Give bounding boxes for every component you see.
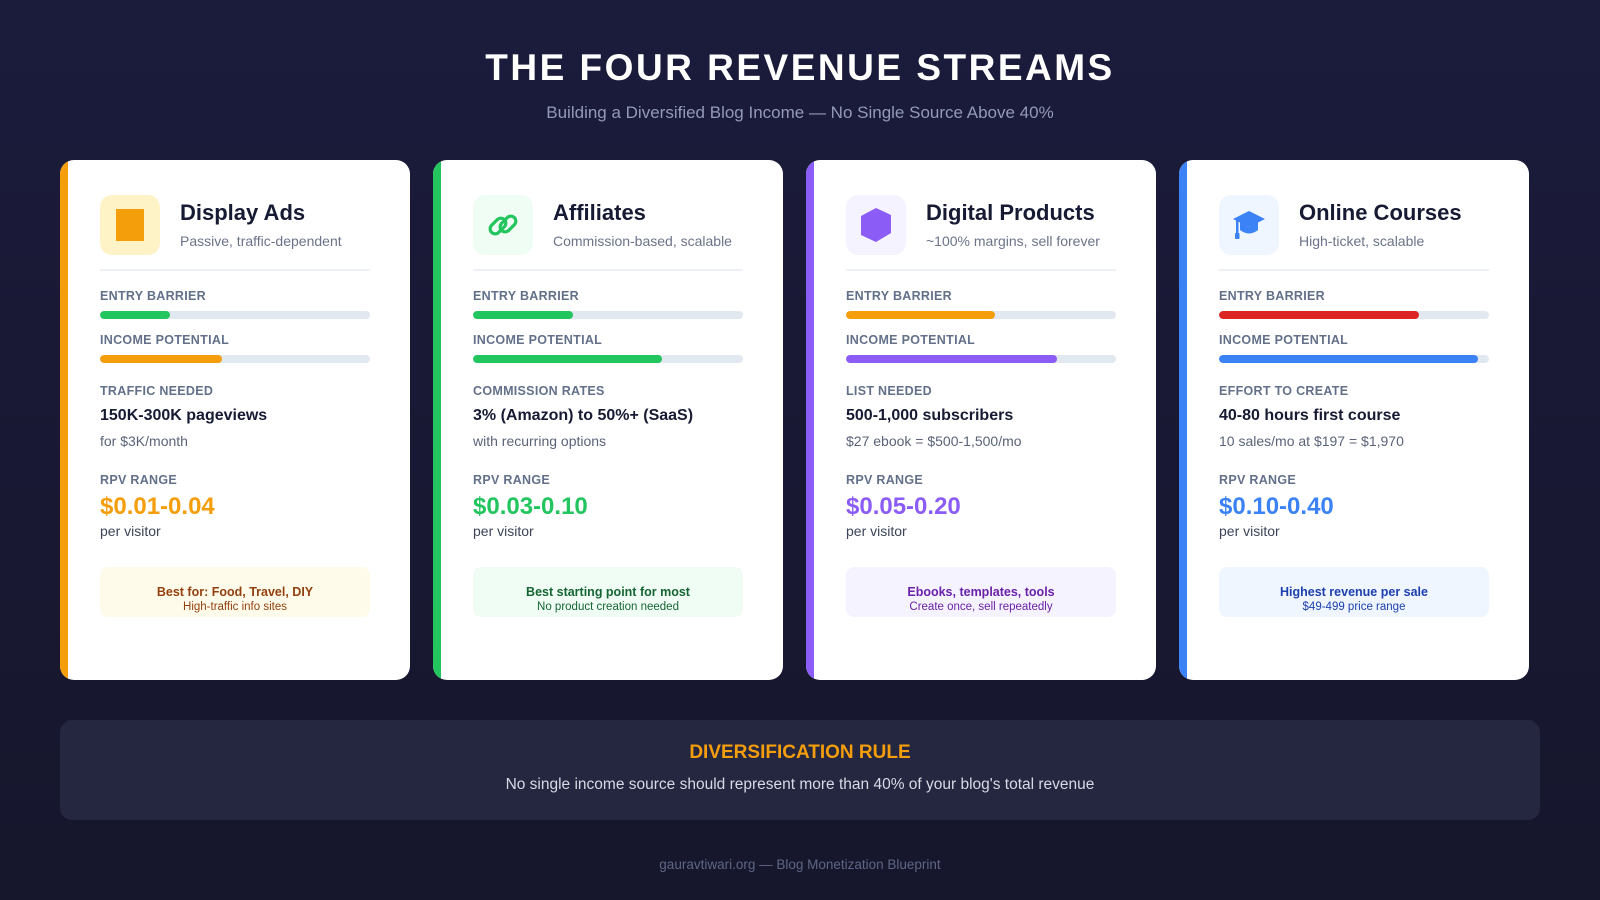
card-subtitle: Passive, traffic-dependent [180, 233, 342, 249]
income-potential-bar [473, 355, 743, 363]
card-subtitle: ~100% margins, sell forever [926, 233, 1100, 249]
entry-barrier-label: ENTRY BARRIER [846, 289, 952, 303]
callout-main: Best for: Food, Travel, DIY [156, 585, 314, 599]
section-value: 3% (Amazon) to 50%+ (SaaS) [473, 407, 694, 424]
divider [100, 269, 370, 271]
diversification-rule-panel: DIVERSIFICATION RULE No single income so… [60, 720, 1540, 820]
entry-barrier-bar [100, 311, 370, 319]
icon-container [1219, 195, 1279, 255]
card-title: Digital Products [926, 200, 1095, 225]
income-potential-bar [100, 355, 370, 363]
card-digital-products: Digital Products ~100% margins, sell for… [806, 160, 1156, 680]
rpv-label: RPV RANGE [100, 473, 178, 487]
footer-credit: gauravtiwari.org — Blog Monetization Blu… [659, 857, 941, 872]
page-title: THE FOUR REVENUE STREAMS [485, 47, 1115, 88]
income-potential-label: INCOME POTENTIAL [1219, 333, 1349, 347]
card-accent-bar [433, 160, 441, 680]
rule-text: No single income source should represent… [505, 776, 1095, 793]
entry-barrier-bar [846, 311, 1116, 319]
section-value: 150K-300K pageviews [100, 407, 268, 424]
income-potential-label: INCOME POTENTIAL [846, 333, 976, 347]
card-title: Affiliates [553, 200, 646, 225]
rpv-label: RPV RANGE [846, 473, 924, 487]
rpv-unit: per visitor [1219, 523, 1280, 539]
income-potential-bar [846, 355, 1116, 363]
divider [473, 269, 743, 271]
icon-container [100, 195, 160, 255]
callout-sub: Create once, sell repeatedly [909, 601, 1053, 613]
card-subtitle: High-ticket, scalable [1299, 233, 1425, 249]
card-accent-bar [806, 160, 814, 680]
card-display-ads: Display Ads Passive, traffic-dependent E… [60, 160, 410, 680]
card-title: Online Courses [1299, 200, 1462, 225]
rpv-label: RPV RANGE [1219, 473, 1297, 487]
callout-box: Best starting point for most No product … [473, 567, 743, 617]
income-potential-bar [1219, 355, 1489, 363]
card-subtitle: Commission-based, scalable [553, 233, 732, 249]
card-affiliates: Affiliates Commission-based, scalable EN… [433, 160, 783, 680]
rpv-label: RPV RANGE [473, 473, 551, 487]
rpv-value: $0.05-0.20 [846, 493, 961, 520]
header: THE FOUR REVENUE STREAMS Building a Dive… [0, 44, 1600, 124]
section-label: LIST NEEDED [846, 384, 932, 398]
card-accent-bar [1179, 160, 1187, 680]
icon-container [473, 195, 533, 255]
entry-barrier-bar [1219, 311, 1489, 319]
rpv-value: $0.03-0.10 [473, 493, 588, 520]
entry-barrier-label: ENTRY BARRIER [473, 289, 579, 303]
rpv-unit: per visitor [473, 523, 534, 539]
section-note: for $3K/month [100, 433, 188, 449]
callout-box: Ebooks, templates, tools Create once, se… [846, 567, 1116, 617]
rpv-unit: per visitor [100, 523, 161, 539]
callout-sub: $49-499 price range [1302, 601, 1406, 613]
section-label: COMMISSION RATES [473, 384, 605, 398]
entry-barrier-label: ENTRY BARRIER [100, 289, 206, 303]
callout-sub: No product creation needed [537, 601, 679, 613]
revenue-cards: Display Ads Passive, traffic-dependent E… [60, 160, 1550, 680]
entry-barrier-label: ENTRY BARRIER [1219, 289, 1325, 303]
link-icon [488, 214, 518, 236]
ad-block-icon [116, 209, 144, 241]
rpv-value: $0.10-0.40 [1219, 493, 1334, 520]
section-note: 10 sales/mo at $197 = $1,970 [1219, 433, 1404, 449]
income-potential-label: INCOME POTENTIAL [100, 333, 230, 347]
callout-box: Best for: Food, Travel, DIY High-traffic… [100, 567, 370, 617]
cube-icon [861, 208, 891, 242]
rpv-value: $0.01-0.04 [100, 493, 215, 520]
section-label: TRAFFIC NEEDED [100, 384, 214, 398]
rpv-unit: per visitor [846, 523, 907, 539]
page-subtitle: Building a Diversified Blog Income — No … [546, 103, 1054, 122]
callout-main: Ebooks, templates, tools [907, 585, 1055, 599]
section-label: EFFORT TO CREATE [1219, 384, 1349, 398]
income-potential-label: INCOME POTENTIAL [473, 333, 603, 347]
callout-box: Highest revenue per sale $49-499 price r… [1219, 567, 1489, 617]
divider [846, 269, 1116, 271]
rule-title: DIVERSIFICATION RULE [689, 742, 911, 763]
callout-main: Highest revenue per sale [1280, 585, 1428, 599]
section-note: $27 ebook = $500-1,500/mo [846, 433, 1022, 449]
divider [1219, 269, 1489, 271]
callout-sub: High-traffic info sites [183, 601, 287, 613]
section-value: 40-80 hours first course [1219, 407, 1401, 424]
card-title: Display Ads [180, 200, 306, 225]
section-note: with recurring options [473, 433, 607, 449]
entry-barrier-bar [473, 311, 743, 319]
graduation-cap-icon [1233, 211, 1265, 239]
callout-main: Best starting point for most [526, 585, 690, 599]
section-value: 500-1,000 subscribers [846, 407, 1014, 424]
card-accent-bar [60, 160, 68, 680]
card-online-courses: Online Courses High-ticket, scalable ENT… [1179, 160, 1529, 680]
icon-container [846, 195, 906, 255]
